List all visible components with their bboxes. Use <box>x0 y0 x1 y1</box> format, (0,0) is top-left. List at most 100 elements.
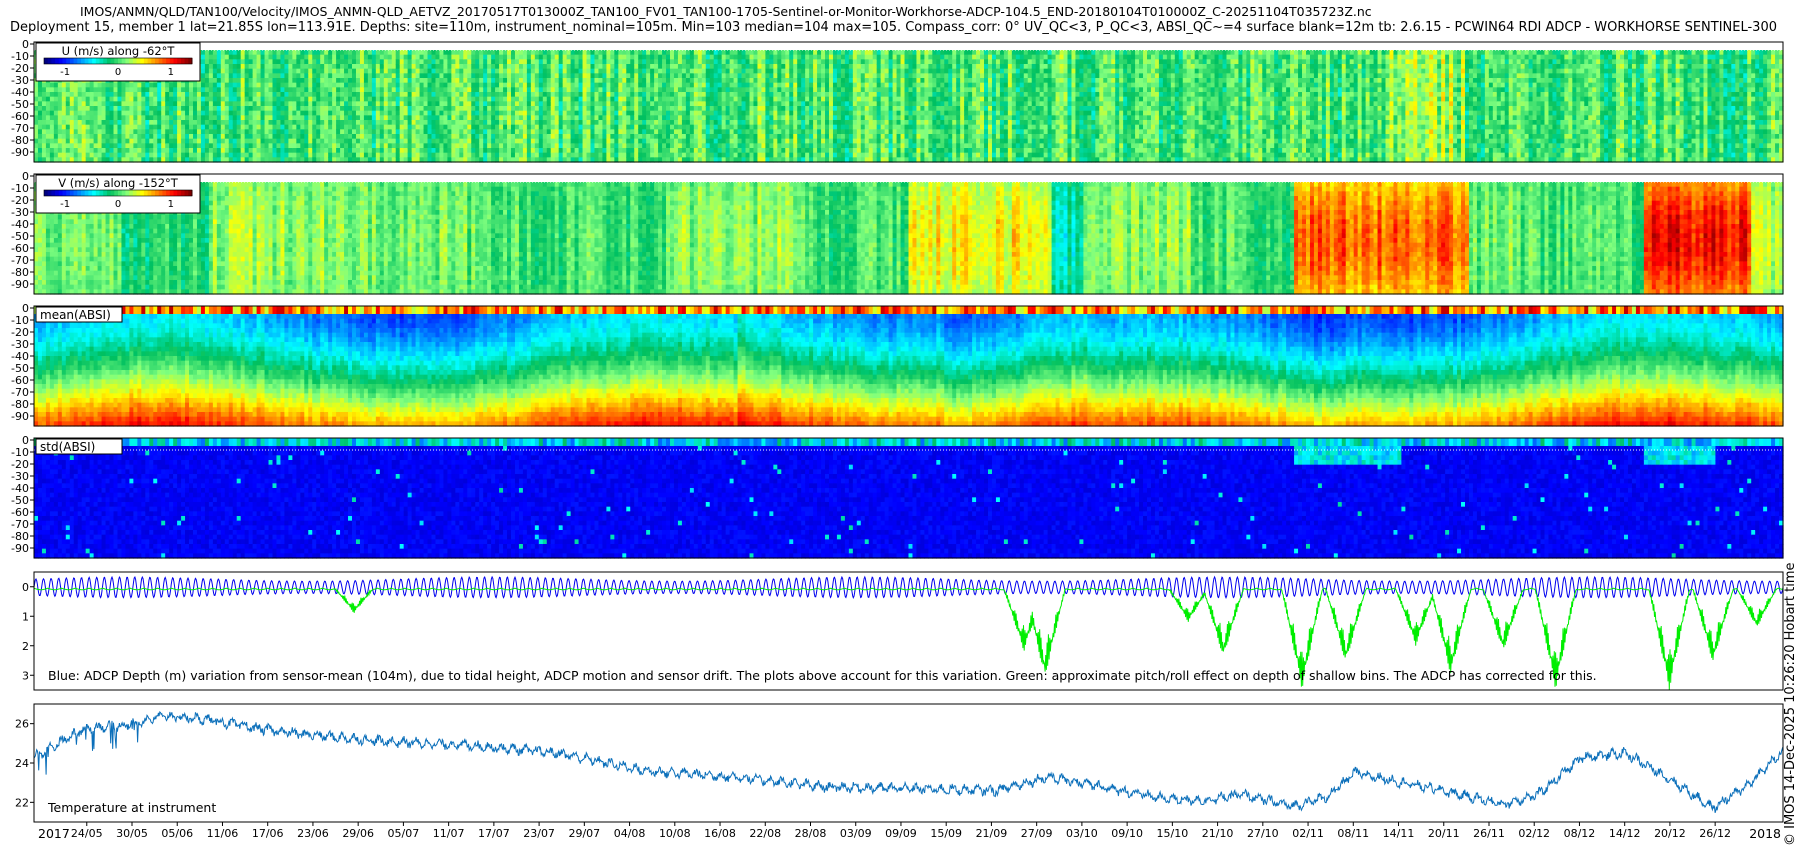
heatmap-u-cell <box>276 157 282 163</box>
heatmap-u-cell <box>296 115 301 121</box>
heatmap-u-cell <box>451 115 456 121</box>
heatmap-u-cell <box>705 96 711 102</box>
heatmap-u-cell <box>69 96 75 102</box>
heatmap-u-cell <box>193 120 198 126</box>
heatmap-u-cell <box>526 82 532 88</box>
heatmap-u-cell <box>113 152 119 158</box>
heatmap-u-cell <box>336 106 341 112</box>
heatmap-u-cell <box>491 68 496 74</box>
heatmap-u-cell <box>590 120 596 126</box>
heatmap-u-cell <box>157 152 162 158</box>
heatmap-u-cell <box>109 106 115 112</box>
heatmap-u-cell <box>272 106 278 112</box>
heatmap-u-cell <box>276 110 282 116</box>
heatmap-u-cell <box>542 50 548 56</box>
heatmap-u-cell <box>530 50 536 56</box>
heatmap-u-cell <box>383 64 389 70</box>
heatmap-u-cell <box>117 96 123 102</box>
heatmap-u-cell <box>300 59 305 65</box>
heatmap-u-cell <box>483 87 488 93</box>
heatmap-u-cell <box>352 152 357 158</box>
heatmap-u-cell <box>407 96 413 102</box>
heatmap-u-cell <box>427 78 433 84</box>
heatmap-u-cell <box>753 152 759 158</box>
heatmap-u-cell <box>681 82 687 88</box>
heatmap-u-cell <box>45 96 51 102</box>
heatmap-u-cell <box>821 124 826 130</box>
heatmap-u-cell <box>121 101 127 107</box>
heatmap-u-cell <box>395 157 401 163</box>
heatmap-u-cell <box>570 157 576 163</box>
heatmap-u-cell <box>574 96 580 102</box>
heatmap-u-cell <box>777 143 782 149</box>
heatmap-u-cell <box>57 115 63 121</box>
heatmap-u-cell <box>685 115 691 121</box>
heatmap-u-cell <box>200 101 206 107</box>
heatmap-u-cell <box>570 115 576 121</box>
heatmap-u-cell <box>443 59 448 65</box>
heatmap-u-cell <box>701 73 707 79</box>
heatmap-u-cell <box>363 78 369 84</box>
heatmap-u-cell <box>113 87 119 93</box>
heatmap-u-cell <box>598 115 604 121</box>
heatmap-u-cell <box>415 110 421 116</box>
heatmap-u-cell <box>737 134 743 140</box>
heatmap-u-cell <box>260 78 266 84</box>
heatmap-u-cell <box>495 134 500 140</box>
heatmap-u-cell <box>534 157 540 163</box>
heatmap-u-cell <box>844 50 850 56</box>
heatmap-u-cell <box>177 96 182 102</box>
heatmap-u-cell <box>666 101 671 107</box>
heatmap-u-cell <box>511 59 516 65</box>
heatmap-u-cell <box>463 134 468 140</box>
heatmap-u-cell <box>340 152 345 158</box>
heatmap-u-cell <box>34 110 39 116</box>
heatmap-u-cell <box>654 101 659 107</box>
heatmap-u-cell <box>423 148 429 154</box>
heatmap-u-cell <box>57 110 63 116</box>
heatmap-u-cell <box>713 54 719 60</box>
heatmap-u-cell <box>288 87 293 93</box>
heatmap-u-cell <box>499 148 504 154</box>
heatmap-u-cell <box>821 110 826 116</box>
heatmap-u-cell <box>395 96 401 102</box>
heatmap-u-cell <box>602 157 607 163</box>
heatmap-u-cell <box>272 92 278 98</box>
heatmap-u-cell <box>578 148 584 154</box>
heatmap-u-cell <box>312 148 317 154</box>
heatmap-u-cell <box>749 59 755 65</box>
heatmap-u-cell <box>654 50 659 56</box>
heatmap-u-cell <box>272 120 278 126</box>
heatmap-u-cell <box>813 110 818 116</box>
heatmap-u-cell <box>260 54 266 60</box>
heatmap-u-cell <box>689 96 695 102</box>
heatmap-u-cell <box>57 82 63 88</box>
heatmap-u-cell <box>236 129 242 135</box>
heatmap-u-cell <box>701 143 707 149</box>
heatmap-u-cell <box>821 54 826 60</box>
heatmap-u-cell <box>753 78 759 84</box>
heatmap-u-cell <box>288 68 293 74</box>
heatmap-u-cell <box>475 124 480 130</box>
heatmap-u-cell <box>825 110 830 116</box>
heatmap-u-cell <box>558 115 564 121</box>
heatmap-u-cell <box>204 157 210 163</box>
heatmap-u-cell <box>383 143 389 149</box>
heatmap-u-cell <box>650 134 655 140</box>
heatmap-u-cell <box>359 129 365 135</box>
heatmap-u-cell <box>856 50 862 56</box>
heatmap-u-cell <box>97 138 103 144</box>
heatmap-u-cell <box>733 101 739 107</box>
heatmap-u-cell <box>117 101 123 107</box>
heatmap-u-cell <box>836 110 842 116</box>
heatmap-u-cell <box>650 82 655 88</box>
heatmap-u-cell <box>848 129 854 135</box>
heatmap-u-cell <box>455 115 460 121</box>
heatmap-u-cell <box>73 138 79 144</box>
heatmap-u-cell <box>821 152 826 158</box>
heatmap-u-cell <box>554 59 560 65</box>
heatmap-u-cell <box>495 54 500 60</box>
heatmap-u-cell <box>312 82 317 88</box>
heatmap-u-cell <box>439 138 445 144</box>
heatmap-u-cell <box>622 101 627 107</box>
